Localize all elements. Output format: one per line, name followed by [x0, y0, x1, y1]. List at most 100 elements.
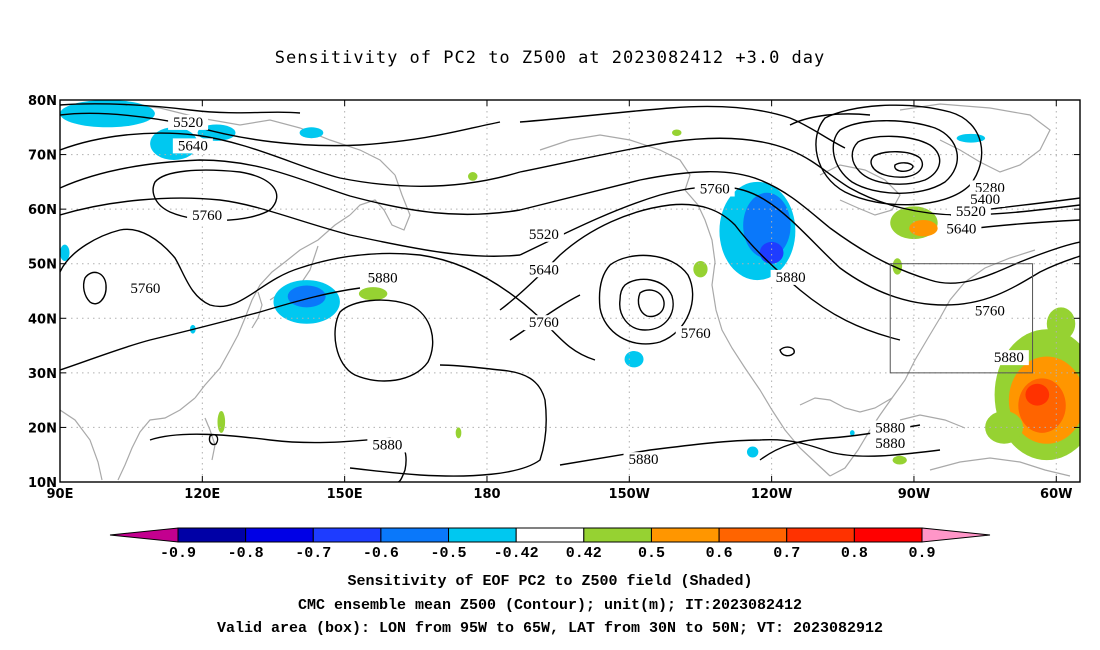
y-tick-label: 40N — [28, 312, 57, 327]
colorbar-tick-label: -0.7 — [295, 545, 331, 562]
sensitivity-shade — [672, 129, 682, 137]
x-tick-label: 120W — [751, 487, 792, 502]
contour-label: 5760 — [192, 208, 222, 224]
contour-line — [779, 346, 795, 357]
contour-line — [519, 185, 1080, 306]
contour-line — [208, 434, 219, 446]
contour-label: 5880 — [875, 436, 905, 452]
contour-label: 5880 — [994, 350, 1024, 366]
contour-label: 5520 — [529, 227, 559, 243]
contour-line — [60, 132, 521, 188]
contour-label-bg — [523, 315, 564, 331]
colorbar-box — [583, 527, 652, 543]
colorbar-tick-label: -0.6 — [363, 545, 399, 562]
contour-label-bg — [694, 181, 735, 197]
colorbar-tick-label: 0.9 — [908, 545, 935, 562]
contour-line — [334, 299, 434, 382]
contour-line — [619, 278, 674, 331]
contour-line — [789, 113, 871, 126]
contour-line — [832, 120, 958, 194]
valid-area-box — [889, 263, 1034, 374]
coastline-hudson-bay — [819, 164, 901, 216]
contour-line — [60, 112, 501, 147]
y-tick-label: 60N — [28, 203, 57, 218]
caption-contour: CMC ensemble mean Z500 (Contour); unit(m… — [297, 597, 803, 614]
contour-label-bg — [870, 420, 911, 436]
contour-line — [82, 271, 107, 305]
colorbar-high-extend — [921, 527, 991, 543]
contour-label-bg — [523, 262, 564, 278]
x-tick-label: 120E — [184, 487, 220, 502]
contour-label: 5640 — [946, 221, 976, 237]
contour-label: 5760 — [130, 281, 160, 297]
contour-label-bg — [950, 203, 991, 219]
sensitivity-shade — [1046, 307, 1076, 341]
y-tick-label: 20N — [28, 421, 57, 436]
sensitivity-shade — [455, 427, 462, 439]
sensitivity-shade — [849, 430, 855, 436]
colorbar: -0.9 -0.8 -0.7 -0.6 -0.5 -0.42 0.42 0.5 0.6 0.7 0.… — [109, 527, 991, 562]
colorbar-box — [448, 527, 517, 543]
caption-valid-area: Valid area (box): LON from 95W to 65W, L… — [216, 620, 884, 637]
sensitivity-shade — [1025, 383, 1050, 406]
coastline-philippines — [204, 417, 216, 461]
coastline-china-east — [194, 214, 351, 399]
sensitivity-shade — [60, 244, 70, 261]
y-tick-label: 70N — [28, 149, 57, 164]
sensitivity-shade — [358, 287, 388, 301]
colorbar-tick-label: -0.42 — [494, 545, 539, 562]
x-tick-label: 150E — [327, 487, 363, 502]
sensitivity-shade — [299, 127, 324, 139]
contour-line — [60, 197, 521, 257]
contour-line — [851, 135, 941, 185]
contour-labels: 5520564057605760588058805520564057605760… — [125, 114, 1029, 468]
y-tick-label: 30N — [28, 367, 57, 382]
contour-label: 5880 — [875, 421, 905, 437]
contour-label-bg — [367, 437, 408, 453]
colorbar-box — [245, 527, 314, 543]
colorbar-box — [853, 527, 923, 543]
x-tick-label: 150W — [609, 487, 650, 502]
colorbar-tick-label: -0.5 — [431, 545, 467, 562]
colorbar-tick-label: 0.6 — [706, 545, 733, 562]
contour-line — [60, 159, 521, 216]
contour-line — [60, 103, 301, 114]
coastline-india — [60, 409, 103, 481]
sensitivity-shade — [287, 285, 326, 308]
colorbar-box — [312, 527, 382, 543]
contour-label-bg — [988, 350, 1029, 366]
colorbar-box — [718, 527, 788, 543]
x-tick-label: 90E — [47, 487, 74, 502]
coastline-north-america-east — [829, 249, 1036, 477]
contour-label: 5760 — [975, 304, 1005, 320]
contour-label-bg — [941, 221, 982, 237]
axis-ticks: 90E 120E 150E 180 150W 120W 90W 60W 10N 20N 30N 40N… — [28, 94, 1080, 502]
y-tick-label: 10N — [28, 476, 57, 491]
contour-label-bg — [187, 208, 228, 224]
contour-label-bg — [623, 452, 664, 468]
colorbar-tick-label: 0.7 — [773, 545, 800, 562]
page-title: Sensitivity of PC2 to Z500 at 2023082412… — [274, 48, 826, 68]
contour-label-bg — [523, 226, 564, 242]
x-tick-label: 180 — [473, 487, 500, 502]
contour-label-bg — [969, 303, 1010, 319]
contour-label: 5880 — [629, 452, 659, 468]
gridlines — [60, 100, 1080, 482]
coastline-caribbean — [899, 414, 966, 429]
contour-line — [60, 287, 361, 371]
colorbar-box — [650, 527, 720, 543]
colorbar-tick-label: 0.5 — [638, 545, 665, 562]
contour-label: 5760 — [529, 315, 559, 331]
colorbar-box — [515, 527, 585, 543]
sensitivity-shade — [892, 455, 907, 465]
contour-line — [519, 171, 1080, 284]
colorbar-box — [786, 527, 855, 543]
contour-line — [509, 294, 581, 341]
coastline-greenland — [899, 103, 1051, 173]
sensitivity-shade — [746, 446, 759, 458]
colorbar-tick-label: 0.8 — [841, 545, 868, 562]
sensitivity-shade — [624, 351, 644, 368]
contour-label-bg — [125, 280, 166, 296]
colorbar-tick-label: -0.8 — [228, 545, 264, 562]
